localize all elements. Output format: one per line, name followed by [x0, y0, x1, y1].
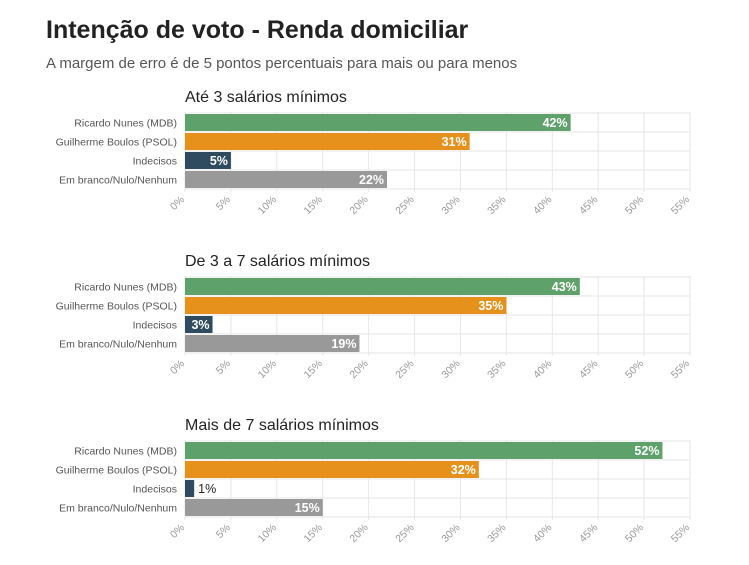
- x-tick-label: 5%: [214, 358, 233, 377]
- bar: [185, 297, 507, 314]
- panel-title: De 3 a 7 salários mínimos: [185, 253, 370, 270]
- x-tick-label: 35%: [485, 194, 508, 217]
- x-tick-label: 50%: [623, 522, 646, 545]
- category-label: Guilherme Boulos (PSOL): [56, 465, 177, 477]
- x-tick-label: 45%: [577, 522, 600, 545]
- x-tick-label: 20%: [347, 358, 370, 381]
- category-label: Em branco/Nulo/Nenhum: [59, 175, 177, 187]
- bar: [185, 152, 231, 169]
- bar: [185, 278, 580, 295]
- x-tick-label: 10%: [256, 194, 279, 217]
- chart-subtitle: A margem de erro é de 5 pontos percentua…: [46, 55, 518, 72]
- panel-title: Até 3 salários mínimos: [185, 89, 347, 106]
- bar: [185, 171, 387, 188]
- x-tick-label: 25%: [393, 522, 416, 545]
- x-tick-label: 20%: [347, 522, 370, 545]
- value-label: 43%: [552, 280, 577, 294]
- chart-panel-2: De 3 a 7 salários mínimos Ricardo Nunes (…: [56, 253, 693, 381]
- category-label: Indecisos: [133, 484, 177, 496]
- x-tick-label: 35%: [485, 358, 508, 381]
- x-tick-label: 5%: [214, 522, 233, 541]
- x-tick-label: 15%: [302, 194, 325, 217]
- x-tick-label: 55%: [669, 194, 692, 217]
- value-label: 22%: [359, 173, 384, 187]
- x-tick-label: 30%: [439, 522, 462, 545]
- value-label: 15%: [295, 501, 320, 515]
- bar: [185, 114, 571, 131]
- x-tick-label: 0%: [168, 358, 187, 377]
- chart-panel-1: Até 3 salários mínimos Ricardo Nunes (MDB…: [56, 89, 693, 217]
- bar: [185, 461, 479, 478]
- x-tick-label: 15%: [302, 522, 325, 545]
- bar: [185, 316, 213, 333]
- x-tick-label: 0%: [168, 194, 187, 213]
- category-label: Ricardo Nunes (MDB): [74, 282, 177, 294]
- chart-title: Intenção de voto - Renda domiciliar: [46, 16, 469, 44]
- x-tick-label: 40%: [531, 358, 554, 381]
- x-tick-label: 30%: [439, 194, 462, 217]
- category-label: Em branco/Nulo/Nenhum: [59, 339, 177, 351]
- x-tick-label: 40%: [531, 194, 554, 217]
- x-tick-label: 30%: [439, 358, 462, 381]
- bar: [185, 335, 360, 352]
- chart-panel-3: Mais de 7 salários mínimos Ricardo Nunes …: [56, 417, 693, 545]
- value-label: 1%: [198, 482, 216, 496]
- x-tick-label: 10%: [256, 358, 279, 381]
- category-label: Indecisos: [133, 156, 177, 168]
- x-tick-label: 10%: [256, 522, 279, 545]
- value-label: 31%: [442, 135, 467, 149]
- bar: [185, 442, 663, 459]
- x-tick-label: 45%: [577, 194, 600, 217]
- value-label: 42%: [543, 116, 568, 130]
- x-tick-label: 25%: [393, 194, 416, 217]
- x-tick-label: 55%: [669, 522, 692, 545]
- bar: [185, 480, 195, 497]
- panel-title: Mais de 7 salários mínimos: [185, 417, 379, 434]
- category-label: Ricardo Nunes (MDB): [74, 446, 177, 458]
- x-tick-label: 40%: [531, 522, 554, 545]
- x-tick-label: 5%: [214, 194, 233, 213]
- value-label: 19%: [331, 337, 356, 351]
- x-tick-label: 50%: [623, 194, 646, 217]
- x-tick-label: 55%: [669, 358, 692, 381]
- category-label: Ricardo Nunes (MDB): [74, 118, 177, 130]
- category-label: Em branco/Nulo/Nenhum: [59, 503, 177, 515]
- value-label: 5%: [210, 154, 228, 168]
- category-label: Guilherme Boulos (PSOL): [56, 137, 177, 149]
- bar: [185, 499, 323, 516]
- category-label: Guilherme Boulos (PSOL): [56, 301, 177, 313]
- value-label: 35%: [478, 299, 503, 313]
- x-tick-label: 45%: [577, 358, 600, 381]
- value-label: 52%: [634, 444, 659, 458]
- x-tick-label: 50%: [623, 358, 646, 381]
- x-tick-label: 15%: [302, 358, 325, 381]
- x-tick-label: 0%: [168, 522, 187, 541]
- bar: [185, 133, 470, 150]
- value-label: 32%: [451, 463, 476, 477]
- x-tick-label: 35%: [485, 522, 508, 545]
- value-label: 3%: [191, 318, 209, 332]
- x-tick-label: 20%: [347, 194, 370, 217]
- x-tick-label: 25%: [393, 358, 416, 381]
- category-label: Indecisos: [133, 320, 177, 332]
